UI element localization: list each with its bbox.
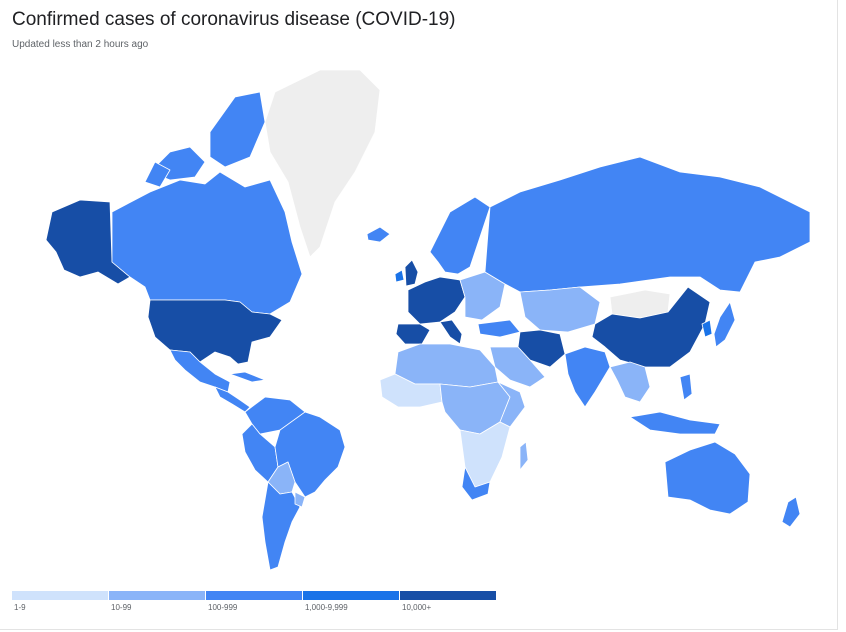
legend-item-3: 100-999 (206, 591, 303, 615)
region-central-america[interactable] (214, 386, 251, 413)
region-turkey[interactable] (477, 319, 521, 338)
legend-item-1: 1-9 (12, 591, 109, 615)
region-central-asia[interactable] (519, 286, 601, 333)
legend-label: 1-9 (14, 603, 26, 612)
region-spain[interactable] (395, 323, 431, 345)
region-alaska[interactable] (45, 199, 131, 285)
legend-item-2: 10-99 (109, 591, 206, 615)
region-greenland[interactable] (264, 69, 381, 258)
legend-item-4: 1,000-9,999 (303, 591, 400, 615)
legend-swatch (206, 591, 302, 600)
region-north-africa[interactable] (394, 343, 499, 388)
region-india[interactable] (564, 346, 611, 408)
legend-swatch (109, 591, 205, 600)
region-korea[interactable] (701, 319, 713, 338)
region-canada[interactable] (111, 171, 303, 315)
region-ireland[interactable] (394, 269, 405, 283)
region-south-africa[interactable] (461, 466, 491, 501)
region-china[interactable] (591, 286, 711, 368)
region-canada-islands[interactable] (144, 161, 171, 188)
legend-swatch (400, 591, 496, 600)
legend-swatch (303, 591, 399, 600)
region-russia[interactable] (484, 156, 811, 293)
update-status: Updated less than 2 hours ago (12, 39, 149, 50)
region-uk[interactable] (404, 259, 419, 287)
legend-label: 1,000-9,999 (305, 603, 348, 612)
region-italy[interactable] (439, 319, 463, 345)
region-caribbean[interactable] (229, 371, 266, 383)
region-argentina[interactable] (261, 481, 301, 571)
legend: 1-9 10-99 100-999 1,000-9,999 10,000+ (12, 591, 498, 615)
region-indonesia[interactable] (629, 411, 721, 435)
legend-label: 100-999 (208, 603, 238, 612)
region-australia[interactable] (664, 441, 751, 515)
region-canada-baffin[interactable] (209, 91, 266, 168)
region-madagascar[interactable] (519, 441, 529, 471)
region-western-europe[interactable] (407, 276, 466, 325)
region-usa[interactable] (147, 299, 283, 365)
region-southeast-asia[interactable] (609, 361, 651, 403)
region-scandinavia[interactable] (429, 196, 491, 275)
legend-swatch (12, 591, 108, 600)
world-map[interactable] (20, 62, 830, 582)
legend-label: 10-99 (111, 603, 132, 612)
region-iceland[interactable] (366, 226, 391, 243)
legend-label: 10,000+ (402, 603, 432, 612)
legend-item-5: 10,000+ (400, 591, 497, 615)
region-uruguay[interactable] (294, 491, 306, 508)
region-japan[interactable] (713, 301, 736, 348)
region-new-zealand[interactable] (781, 496, 801, 528)
chart-title: Confirmed cases of coronavirus disease (… (12, 9, 456, 30)
region-philippines[interactable] (679, 373, 693, 401)
region-middle-east[interactable] (489, 346, 546, 388)
